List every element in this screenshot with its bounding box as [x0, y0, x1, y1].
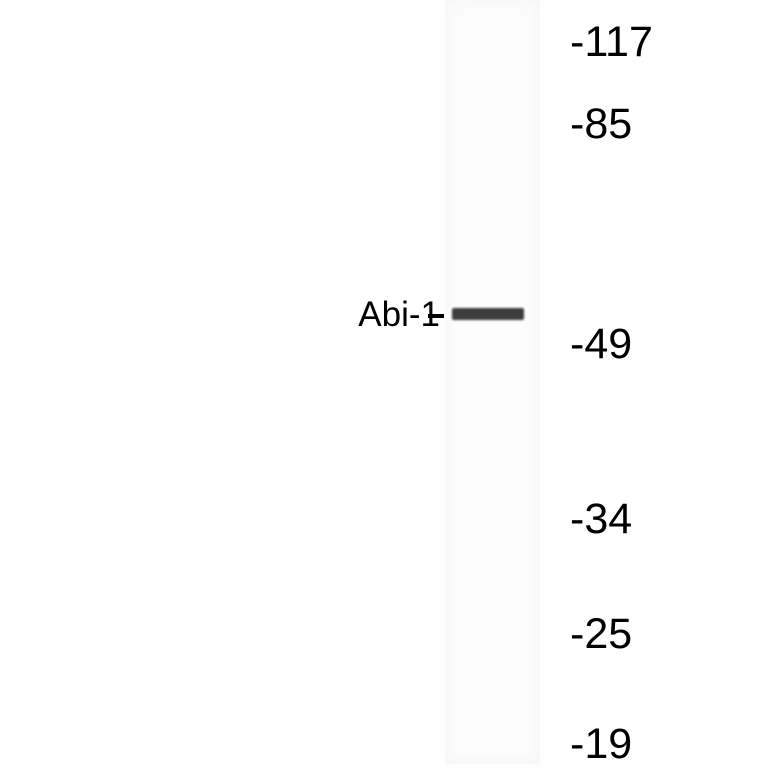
- mw-marker-34: -34: [570, 495, 632, 544]
- protein-label-tick: [428, 314, 444, 318]
- mw-marker-25: -25: [570, 610, 632, 659]
- mw-marker-85: -85: [570, 100, 632, 149]
- western-blot-lane: [445, 0, 540, 764]
- mw-marker-117: -117: [570, 18, 653, 67]
- mw-marker-19: -19: [570, 720, 632, 769]
- protein-band-abi1: [452, 308, 524, 320]
- mw-marker-49: -49: [570, 320, 632, 369]
